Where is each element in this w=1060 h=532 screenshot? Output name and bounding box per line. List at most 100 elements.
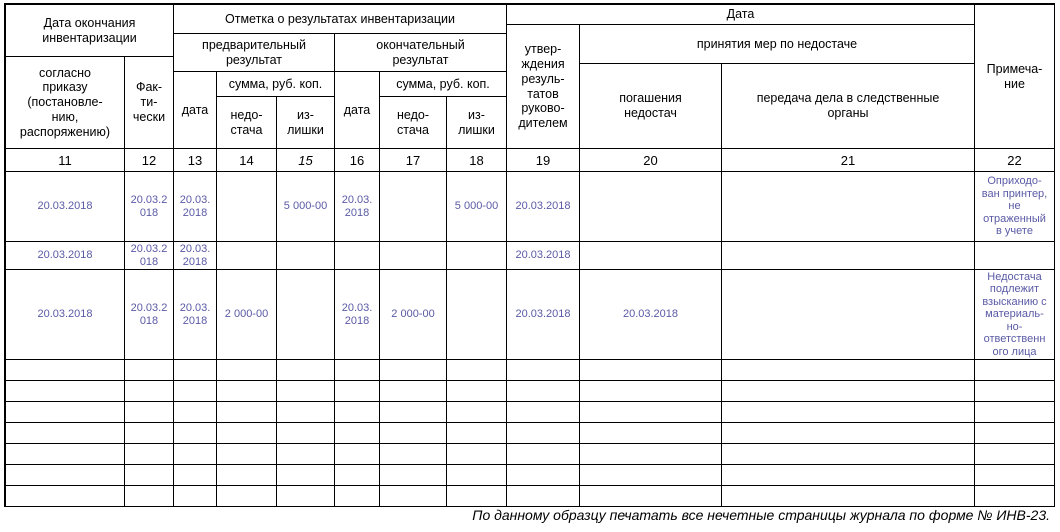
cell-row3-col17: 2 000-00 [380,270,447,360]
cell-row5-col21 [722,381,975,402]
cell-row3-col12: 20.03.2 018 [125,270,174,360]
cell-row10-col14 [217,486,277,507]
header-date-completion-group: Дата окончания инвентаризации [6,5,174,57]
cell-row5-col11 [6,381,125,402]
cell-row4-col22 [975,360,1055,381]
cell-row9-col17 [380,465,447,486]
cell-row6-col11 [6,402,125,423]
cell-row5-col12 [125,381,174,402]
cell-row5-col22 [975,381,1055,402]
cell-row5-col14 [217,381,277,402]
cell-row9-col20 [580,465,722,486]
cell-row10-col21 [722,486,975,507]
cell-row3-col18 [447,270,507,360]
cell-row8-col19 [507,444,580,465]
cell-row7-col18 [447,423,507,444]
cell-row10-col12 [125,486,174,507]
header-approval-by-manager: утвер- ждения резуль- татов руково- дите… [507,25,580,149]
cell-row8-col11 [6,444,125,465]
cell-row9-col22 [975,465,1055,486]
cell-row4-col12 [125,360,174,381]
column-number-11: 11 [6,149,125,172]
cell-row9-col14 [217,465,277,486]
cell-row2-col21 [722,242,975,270]
cell-row7-col19 [507,423,580,444]
column-number-14: 14 [217,149,277,172]
cell-row8-col18 [447,444,507,465]
header-date-preliminary: дата [174,72,217,149]
cell-row8-col21 [722,444,975,465]
cell-row2-col16 [335,242,380,270]
cell-row3-col16: 20.03. 2018 [335,270,380,360]
header-actual: Фак- ти- чески [125,57,174,149]
header-results-mark-group: Отметка о результатах инвентаризации [174,5,507,34]
cell-row8-col15 [277,444,335,465]
cell-row6-col16 [335,402,380,423]
cell-row1-col14 [217,172,277,242]
cell-row8-col12 [125,444,174,465]
cell-row2-col22 [975,242,1055,270]
cell-row10-col17 [380,486,447,507]
cell-row2-col14 [217,242,277,270]
column-number-16: 16 [335,149,380,172]
cell-row10-col19 [507,486,580,507]
cell-row4-col18 [447,360,507,381]
cell-row5-col13 [174,381,217,402]
cell-row7-col11 [6,423,125,444]
cell-row8-col20 [580,444,722,465]
cell-row7-col14 [217,423,277,444]
cell-row2-col15 [277,242,335,270]
column-number-22: 22 [975,149,1055,172]
cell-row5-col17 [380,381,447,402]
column-number-15: 15 [277,149,335,172]
header-shortage-final: недо- стача [380,97,447,149]
cell-row6-col21 [722,402,975,423]
cell-row6-col13 [174,402,217,423]
cell-row9-col16 [335,465,380,486]
cell-row8-col14 [217,444,277,465]
header-shortage-repayment: погашения недостач [580,64,722,149]
cell-row4-col16 [335,360,380,381]
cell-row5-col20 [580,381,722,402]
cell-row2-col11: 20.03.2018 [6,242,125,270]
cell-row2-col13: 20.03. 2018 [174,242,217,270]
cell-row3-col22: Недостача подлежит взысканию с материаль… [975,270,1055,360]
header-surplus-preliminary: из- лишки [277,97,335,149]
cell-row3-col20: 20.03.2018 [580,270,722,360]
cell-row6-col20 [580,402,722,423]
cell-row1-col16: 20.03. 2018 [335,172,380,242]
cell-row7-col21 [722,423,975,444]
header-per-order: согласно приказу (постановле- нию, распо… [6,57,125,149]
cell-row6-col12 [125,402,174,423]
cell-row6-col15 [277,402,335,423]
column-number-12: 12 [125,149,174,172]
cell-row5-col18 [447,381,507,402]
cell-row7-col13 [174,423,217,444]
cell-row3-col11: 20.03.2018 [6,270,125,360]
cell-row9-col11 [6,465,125,486]
column-number-13: 13 [174,149,217,172]
column-number-18: 18 [447,149,507,172]
header-sum-final: сумма, руб. коп. [380,72,507,97]
header-preliminary-result: предварительный результат [174,34,335,72]
cell-row10-col15 [277,486,335,507]
cell-row4-col17 [380,360,447,381]
cell-row2-col18 [447,242,507,270]
cell-row9-col13 [174,465,217,486]
cell-row4-col15 [277,360,335,381]
cell-row4-col11 [6,360,125,381]
footer-print-note: По данному образцу печатать все нечетные… [472,507,1050,523]
cell-row7-col22 [975,423,1055,444]
cell-row10-col20 [580,486,722,507]
cell-row6-col22 [975,402,1055,423]
header-measures-taken-group: принятия мер по недостаче [580,25,975,64]
cell-row10-col16 [335,486,380,507]
cell-row2-col19: 20.03.2018 [507,242,580,270]
inventory-results-table: Дата окончания инвентаризации согласно п… [4,3,1055,507]
cell-row7-col15 [277,423,335,444]
column-number-20: 20 [580,149,722,172]
column-number-19: 19 [507,149,580,172]
header-date-final: дата [335,72,380,149]
header-note: Примеча- ние [975,5,1055,149]
